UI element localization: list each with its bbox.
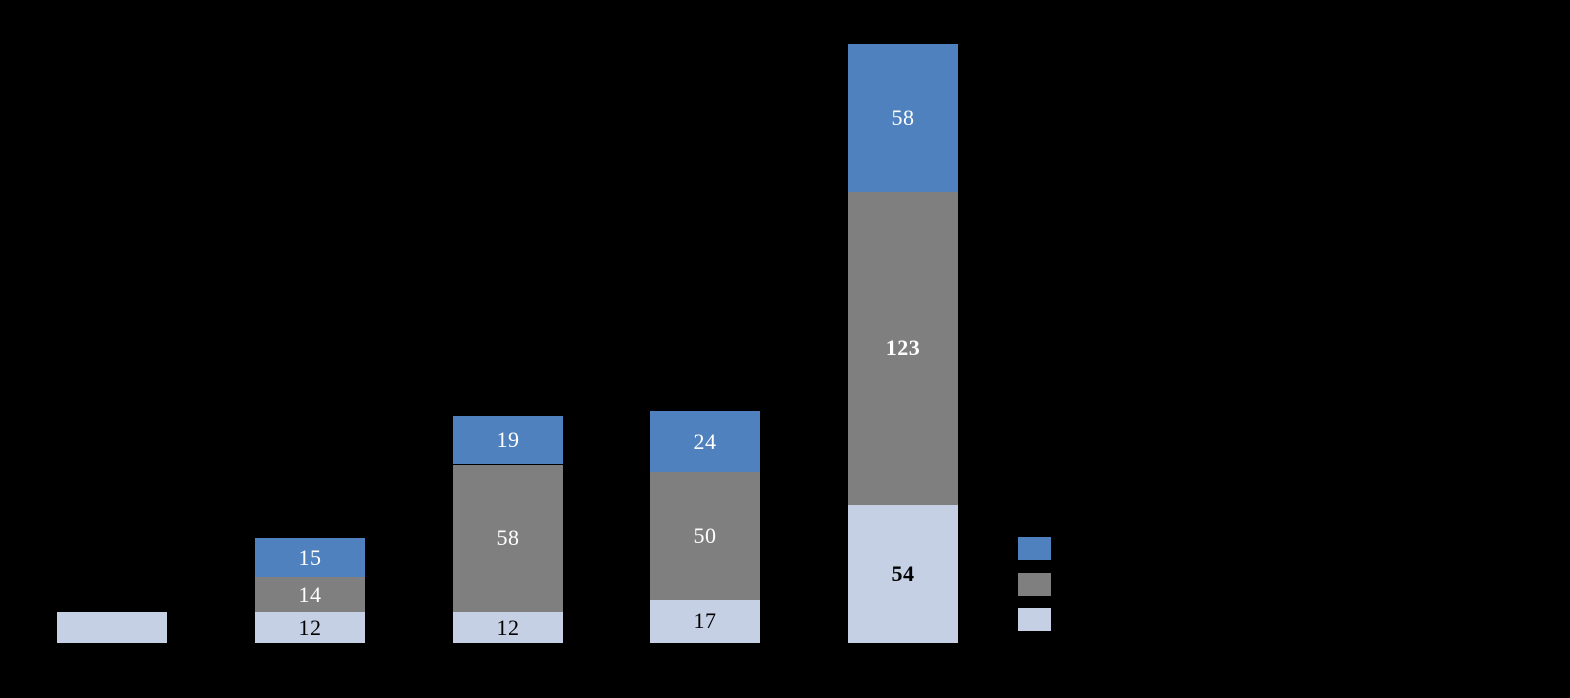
bar-4-segment-blue: 24 (650, 410, 760, 473)
segment-value-label: 58 (891, 104, 915, 130)
bar-4-segment-light-blue: 17 (650, 599, 760, 643)
segment-value-label: 17 (693, 608, 717, 634)
segment-value-label: 12 (496, 614, 520, 640)
bar-3-segment-gray: 58 (453, 464, 563, 613)
bar-5-segment-blue: 58 (848, 43, 958, 192)
segment-value-label: 19 (496, 427, 520, 453)
bar-3-segment-blue: 19 (453, 416, 563, 465)
legend-swatch-light-blue (1018, 608, 1051, 631)
bar-2-segment-gray: 14 (255, 576, 365, 613)
bar-3-segment-light-blue: 12 (453, 612, 563, 643)
bar-2-segment-blue: 15 (255, 538, 365, 577)
segment-value-label: 24 (693, 428, 717, 454)
legend-swatch-gray (1018, 573, 1051, 596)
bar-5-segment-light-blue: 54 (848, 505, 958, 643)
segment-value-label: 14 (298, 581, 322, 607)
bar-5-segment-gray: 123 (848, 191, 958, 506)
legend-swatch-blue (1018, 537, 1051, 560)
segment-value-label: 50 (693, 522, 717, 548)
bar-1-segment-light-blue (57, 612, 167, 643)
segment-value-label: 123 (885, 335, 921, 361)
segment-value-label: 15 (298, 544, 322, 570)
segment-value-label: 58 (496, 525, 520, 551)
segment-value-label: 54 (891, 561, 915, 587)
bar-4-segment-gray: 50 (650, 472, 760, 600)
segment-value-label: 12 (298, 614, 322, 640)
bar-2-segment-light-blue: 12 (255, 612, 365, 643)
